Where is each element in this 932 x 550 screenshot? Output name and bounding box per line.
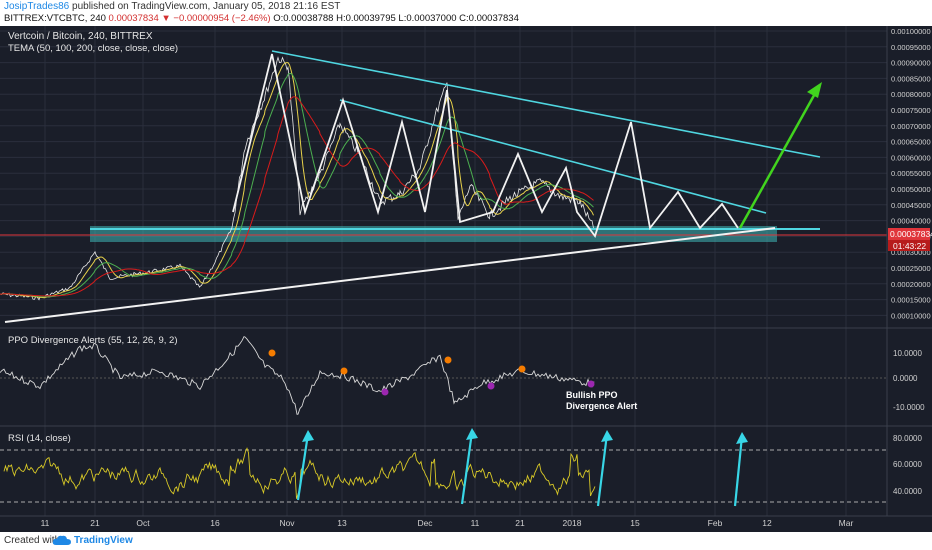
chart-area[interactable]: Vertcoin / Bitcoin, 240, BITTREX TEMA (5…: [0, 26, 932, 532]
price-tick-label: 0.00030000: [891, 248, 931, 257]
chart-svg[interactable]: Vertcoin / Bitcoin, 240, BITTREX TEMA (5…: [0, 26, 932, 532]
ppo-bullish-dot: [487, 382, 495, 390]
price-tick-label: 0.00060000: [891, 153, 931, 162]
ppo-tick-label: -10.0000: [893, 403, 925, 412]
footer: Created with TradingView: [0, 532, 932, 550]
symbol-text: BITTREX:VTCBTC, 240: [4, 13, 106, 24]
time-axis-label: 21: [90, 518, 100, 528]
time-axis-label: 15: [630, 518, 640, 528]
author-link[interactable]: JosipTrades86: [4, 1, 70, 12]
ppo-divergence-dots: [268, 349, 595, 396]
rsi-tick-label: 60.0000: [893, 460, 922, 469]
symbol-line: BITTREX:VTCBTC, 240 0.00037834 ▼ −0.0000…: [4, 13, 519, 24]
rsi-pane-title: RSI (14, close): [8, 433, 71, 444]
price-tick-label: 0.00095000: [891, 43, 931, 52]
price-tick-label: 0.00050000: [891, 185, 931, 194]
descending-trendline-lower[interactable]: [339, 99, 767, 214]
ppo-bearish-dot: [518, 365, 526, 373]
ppo-axis[interactable]: 10.0000 0.0000 -10.0000: [893, 349, 925, 412]
price-tick-label: 0.00100000: [891, 27, 931, 36]
projected-zigzag-path[interactable]: [232, 53, 739, 238]
price-tick-label: 0.00015000: [891, 296, 931, 305]
published-text: published on TradingView.com, January 05…: [72, 1, 341, 12]
time-axis-label: Feb: [708, 518, 723, 528]
breakout-arrow[interactable]: [738, 82, 822, 229]
rsi-up-arrow-shaft: [460, 431, 474, 505]
ohlc-text: O:0.00038788 H:0.00039795 L:0.00037000 C…: [273, 13, 519, 24]
price-tick-label: 0.00085000: [891, 74, 931, 83]
change-text: 0.00037834 ▼ −0.00000954 (−2.46%): [108, 13, 271, 24]
ppo-bearish-dot: [340, 367, 348, 375]
ppo-bullish-dot: [587, 380, 595, 388]
ppo-pane-title: PPO Divergence Alerts (55, 12, 26, 9, 2): [8, 335, 178, 346]
tema-200-line: [0, 96, 594, 297]
price-tick-label: 0.00065000: [891, 138, 931, 147]
time-axis-label: 21: [515, 518, 525, 528]
price-axis[interactable]: 0.00100000 0.00095000 0.00090000 0.00085000…: [891, 27, 931, 320]
ppo-annotation-line2: Divergence Alert: [566, 401, 637, 411]
ppo-tick-label: 0.0000: [893, 374, 918, 383]
time-axis-label: 2018: [563, 518, 582, 528]
ppo-annotation-line1: Bullish PPO: [566, 390, 618, 400]
price-tick-label: 0.00075000: [891, 106, 931, 115]
rsi-up-arrow-shaft: [733, 435, 744, 507]
price-tick-label: 0.00010000: [891, 311, 931, 320]
price-tick-label: 0.00080000: [891, 90, 931, 99]
rsi-up-arrow-head: [466, 428, 478, 440]
time-axis-label: Mar: [839, 518, 854, 528]
current-price-tag-text: 0.00037834: [890, 229, 932, 239]
time-axis-label: 11: [471, 518, 480, 528]
time-axis-label: 16: [210, 518, 220, 528]
price-tick-label: 0.00090000: [891, 59, 931, 68]
rsi-axis[interactable]: 80.0000 60.0000 40.0000: [893, 434, 922, 496]
tradingview-cloud-icon: [52, 535, 71, 545]
price-tick-label: 0.00055000: [891, 169, 931, 178]
price-series: [0, 56, 594, 301]
ascending-support-trendline[interactable]: [4, 227, 776, 323]
ppo-line: [0, 336, 595, 415]
grid: [0, 26, 887, 516]
descending-trendline-upper[interactable]: [271, 50, 821, 158]
ppo-tick-label: 10.0000: [893, 349, 922, 358]
ppo-series: [0, 336, 595, 415]
rsi-tick-label: 40.0000: [893, 487, 922, 496]
rsi-up-arrow-shaft: [296, 433, 310, 501]
price-line: [0, 56, 594, 301]
time-axis-label: 11: [41, 518, 50, 528]
countdown-tag-text: 01:43:22: [893, 241, 926, 251]
time-axis-label: 13: [337, 518, 347, 528]
tema-indicator-label: TEMA (50, 100, 200, close, close, close): [8, 43, 178, 54]
tema-50-line: [0, 62, 594, 299]
publish-line: JosipTrades86 published on TradingView.c…: [4, 1, 340, 12]
created-with-text: Created with: [4, 535, 61, 546]
ppo-bearish-dot: [444, 356, 452, 364]
time-axis-label: Dec: [417, 518, 433, 528]
rsi-up-arrow-head: [736, 432, 748, 444]
tradingview-brand-link[interactable]: TradingView: [74, 535, 133, 546]
price-tick-label: 0.00045000: [891, 201, 931, 210]
price-tick-label: 0.00020000: [891, 280, 931, 289]
time-axis-label: Nov: [279, 518, 295, 528]
rsi-tick-label: 80.0000: [893, 434, 922, 443]
price-tick-label: 0.00070000: [891, 122, 931, 131]
current-price-tag: 0.00037834: [888, 228, 932, 240]
time-axis[interactable]: 11 21 Oct 16 Nov 13 Dec 11 21 2018 15 Feb 12 Mar: [41, 518, 854, 528]
rsi-up-arrow-shaft: [596, 433, 609, 507]
publish-header: JosipTrades86 published on TradingView.c…: [0, 0, 932, 26]
main-pane-title: Vertcoin / Bitcoin, 240, BITTREX: [8, 31, 153, 42]
rsi-up-arrow-head: [302, 430, 314, 442]
tema-100-line: [0, 72, 594, 298]
time-axis-label: 12: [762, 518, 772, 528]
ppo-bearish-dot: [268, 349, 276, 357]
ppo-bullish-dot: [381, 388, 389, 396]
rsi-arrows: [296, 428, 748, 507]
rsi-up-arrow-head: [601, 430, 613, 442]
countdown-tag: 01:43:22: [888, 240, 930, 251]
price-tick-label: 0.00025000: [891, 264, 931, 273]
price-tick-label: 0.00040000: [891, 217, 931, 226]
time-axis-label: Oct: [136, 518, 150, 528]
